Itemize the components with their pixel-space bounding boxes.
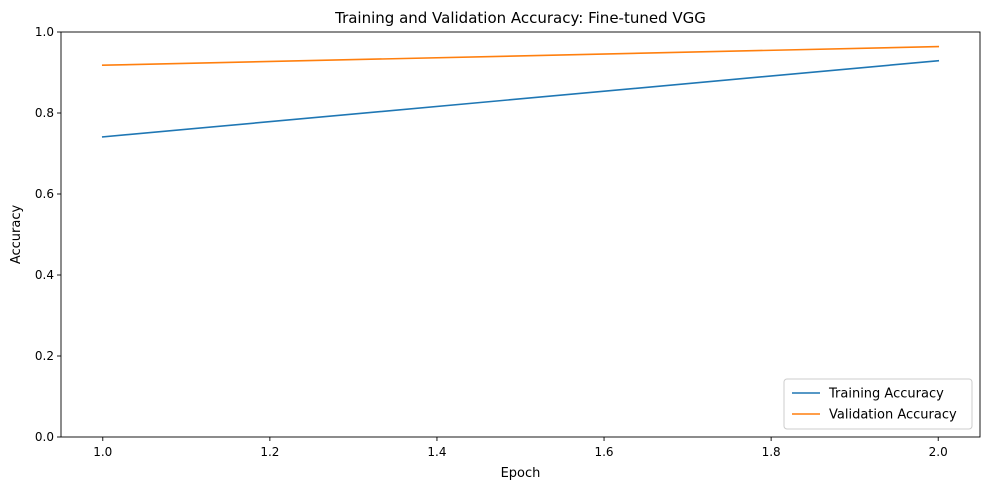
legend: Training Accuracy Validation Accuracy xyxy=(783,378,973,430)
x-tick-label: 2.0 xyxy=(929,445,948,459)
y-tick-label: 0.0 xyxy=(35,430,54,444)
legend-label-validation-accuracy: Validation Accuracy xyxy=(829,408,957,423)
x-tick-label: 1.8 xyxy=(762,445,781,459)
y-tick-label: 0.4 xyxy=(35,268,54,282)
plot-frame xyxy=(60,31,981,438)
series-line-training-accuracy xyxy=(101,59,940,138)
chart-title: Training and Validation Accuracy: Fine-t… xyxy=(334,9,706,27)
legend-box xyxy=(783,378,973,430)
x-tick-label: 1.2 xyxy=(260,445,279,459)
y-axis-label: Accuracy xyxy=(9,205,24,265)
y-tick-label: 0.8 xyxy=(35,106,54,120)
plot-area: 1.0 1.2 1.4 1.6 1.8 2.0 0.0 0.2 0.4 0.6 0.8 1.0 Trai… xyxy=(35,25,981,459)
legend-label-training-accuracy: Training Accuracy xyxy=(828,387,944,402)
x-tick-label: 1.0 xyxy=(93,445,112,459)
y-tick-label: 0.2 xyxy=(35,349,54,363)
series-line-validation-accuracy xyxy=(101,45,940,67)
y-tick-label: 1.0 xyxy=(35,25,54,39)
x-tick-label: 1.4 xyxy=(427,445,446,459)
x-axis-label: Epoch xyxy=(501,466,541,481)
x-tick-label: 1.6 xyxy=(594,445,613,459)
y-tick-label: 0.6 xyxy=(35,187,54,201)
